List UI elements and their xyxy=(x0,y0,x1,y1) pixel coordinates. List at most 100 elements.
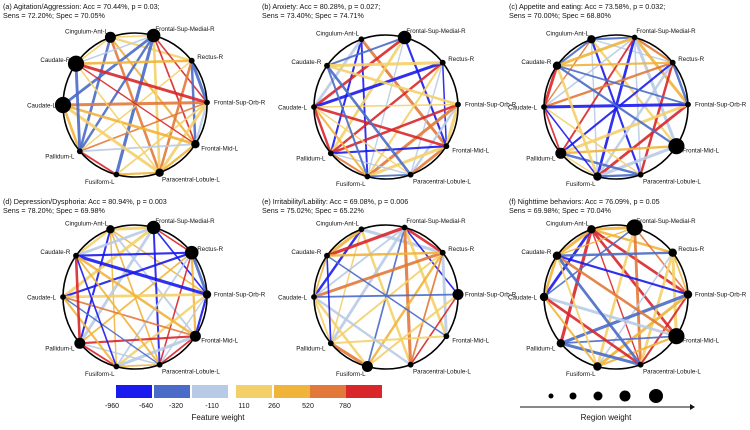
connection-edge xyxy=(556,64,689,106)
legend-tick-label: 110 xyxy=(238,403,249,410)
connection-edge xyxy=(74,59,193,65)
connection-edge xyxy=(555,227,593,258)
connection-edge xyxy=(78,35,112,153)
feature-weight-legend: -960 -640 -320 -110 110 260 520 780 Feature weig… xyxy=(105,385,382,422)
connection-edge xyxy=(325,36,406,67)
region-node xyxy=(637,171,644,178)
connection-edge xyxy=(312,295,412,366)
region-label: Caudate-L xyxy=(508,105,537,112)
connection-edge xyxy=(555,36,637,68)
connection-edge xyxy=(74,226,155,258)
connection-edge xyxy=(325,251,444,257)
panel-a-title-line1: (a) Agitation/Aggression: Acc = 70.44%, … xyxy=(3,2,160,11)
region-label: Frontal-Sup-Orb-R xyxy=(695,102,747,109)
region-weight-dot xyxy=(593,391,603,401)
legend-swatch xyxy=(116,385,152,398)
panel-f-title-line1: (f) Nighttime behaviors: Acc = 76.09%, p… xyxy=(509,197,660,206)
connection-edge xyxy=(312,105,333,155)
connection-edge xyxy=(325,64,412,176)
region-label: Rectus-R xyxy=(197,246,223,253)
region-label: Paracentral-Lobule-L xyxy=(162,369,220,376)
connection-edge xyxy=(559,292,690,345)
connection-edge xyxy=(75,34,155,65)
connection-edge xyxy=(79,342,161,366)
connection-edge xyxy=(115,101,208,176)
region-label: Caudate-L xyxy=(508,295,537,302)
connection-edge xyxy=(555,64,678,148)
region-node xyxy=(683,290,693,299)
region-label: Caudate-L xyxy=(27,295,56,302)
connection-edge xyxy=(194,101,209,146)
connection-edge xyxy=(366,61,444,178)
region-label: Cingulum-Ant-L xyxy=(316,30,360,37)
connection-edge xyxy=(559,103,690,155)
region-node xyxy=(541,104,547,110)
connection-edge xyxy=(590,38,678,148)
connection-edge xyxy=(409,251,444,366)
region-node xyxy=(76,148,83,155)
legend-swatch xyxy=(310,385,346,398)
connection-edge xyxy=(559,152,642,176)
region-node xyxy=(73,252,79,259)
panel-d-title-line1: (d) Depression/Dysphoria: Acc = 80.94%, … xyxy=(3,197,167,206)
connection-edge xyxy=(313,254,328,298)
region-label: Frontal-Mid-L xyxy=(201,338,238,345)
connection-edge xyxy=(78,226,156,345)
connection-edge xyxy=(109,228,208,296)
panel-d-title: (d) Depression/Dysphoria: Acc = 80.94%, … xyxy=(3,197,167,215)
connection-edge xyxy=(596,335,678,368)
region-label: Pallidum-L xyxy=(526,155,556,162)
connection-edge xyxy=(312,105,448,148)
region-node xyxy=(191,140,200,149)
region-label: Cingulum-Ant-L xyxy=(65,220,109,227)
connection-edge xyxy=(595,144,678,179)
connection-edge xyxy=(326,254,448,337)
connection-edge xyxy=(590,38,599,178)
connection-edge xyxy=(61,103,82,153)
region-label: Caudate-R xyxy=(521,249,551,256)
region-label: Frontal-Sup-Orb-R xyxy=(214,292,266,299)
region-weight-legend: Region weight xyxy=(520,389,695,422)
legend-tick-label: -640 xyxy=(139,403,153,410)
region-node xyxy=(626,219,643,236)
region-node xyxy=(556,339,565,348)
region-node xyxy=(407,171,414,178)
connection-edge xyxy=(190,251,209,296)
connection-edge xyxy=(329,251,444,345)
connection-edge xyxy=(61,251,193,299)
connection-edge xyxy=(114,334,197,369)
connection-edge xyxy=(194,293,209,338)
connection-edge xyxy=(444,102,460,148)
panel-b-title-line1: (b) Anxiety: Acc = 80.28%, p = 0.027; xyxy=(262,2,381,11)
connection-edge xyxy=(542,295,678,338)
connection-edge xyxy=(109,36,197,146)
connection-edge xyxy=(329,61,444,155)
connection-edge xyxy=(366,173,412,178)
legend-tick-label: -110 xyxy=(205,403,219,410)
connection-edge xyxy=(312,37,363,109)
connection-edge xyxy=(671,251,689,296)
connection-edge xyxy=(78,150,118,176)
region-weight-dot xyxy=(619,390,631,402)
connection-edge xyxy=(409,61,444,176)
region-label: Caudate-L xyxy=(27,103,56,110)
panel-b-title-line2: Sens = 73.40%; Spec = 74.71% xyxy=(262,11,364,20)
region-node xyxy=(324,62,330,69)
panel-c-title: (c) Appetite and eating: Acc = 73.58%, p… xyxy=(509,2,665,20)
connection-edge xyxy=(61,103,197,146)
connection-edge xyxy=(542,61,674,109)
region-label: Fusiform-L xyxy=(85,371,115,378)
region-label: Paracentral-Lobule-L xyxy=(162,177,220,184)
region-node xyxy=(669,59,676,66)
region-node xyxy=(455,101,461,108)
region-label: Paracentral-Lobule-L xyxy=(413,369,471,376)
panel-e-title-line1: (e) Irritability/Lability: Acc = 69.08%,… xyxy=(262,197,409,206)
connection-edge xyxy=(325,64,460,106)
connection-edge xyxy=(543,36,636,108)
connection-edge xyxy=(555,38,593,67)
region-label: Pallidum-L xyxy=(296,155,326,162)
region-node xyxy=(668,248,677,257)
connection-edge xyxy=(75,62,161,174)
connection-edge xyxy=(74,62,82,153)
connection-edge xyxy=(555,254,690,296)
